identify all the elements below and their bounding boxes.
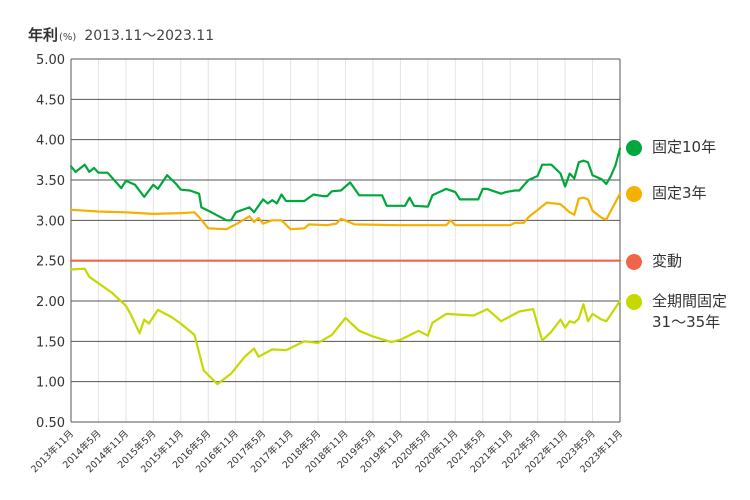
y-tick-label: 3.00: [36, 214, 65, 229]
legend-marker: [626, 254, 642, 270]
y-tick-label: 2.50: [36, 255, 65, 270]
legend-label: 固定3年: [652, 184, 707, 202]
legend-label: 全期間固定 31〜35年: [652, 292, 728, 331]
series-line-0: [69, 147, 622, 222]
y-tick-label: 5.00: [36, 53, 65, 68]
legend-label: 変動: [652, 252, 683, 270]
legend-item: 全期間固定 31〜35年: [626, 291, 727, 333]
legend-marker: [626, 186, 642, 202]
y-tick-label: 2.00: [36, 295, 65, 310]
y-tick-label: 4.00: [36, 134, 65, 149]
series-line-1: [69, 192, 622, 231]
y-tick-label: 4.50: [36, 93, 65, 108]
y-tick-label: 3.50: [36, 174, 65, 189]
legend-item: 固定3年: [626, 183, 707, 204]
series-line-3: [69, 267, 622, 386]
y-tick-label: 1.50: [36, 335, 65, 350]
chart-date-range: 2013.11〜2023.11: [84, 28, 215, 44]
chart-unit: (%): [59, 32, 77, 43]
chart-title: 年利: [28, 26, 59, 44]
legend-marker: [626, 140, 642, 156]
legend-marker: [626, 294, 642, 310]
chart-header: 年利(%) 2013.11〜2023.11: [28, 24, 214, 45]
legend-label: 固定10年: [652, 138, 717, 156]
legend-item: 固定10年: [626, 137, 716, 158]
y-tick-label: 1.00: [36, 376, 65, 391]
legend-item: 変動: [626, 251, 682, 272]
y-tick-label: 0.50: [36, 416, 65, 431]
